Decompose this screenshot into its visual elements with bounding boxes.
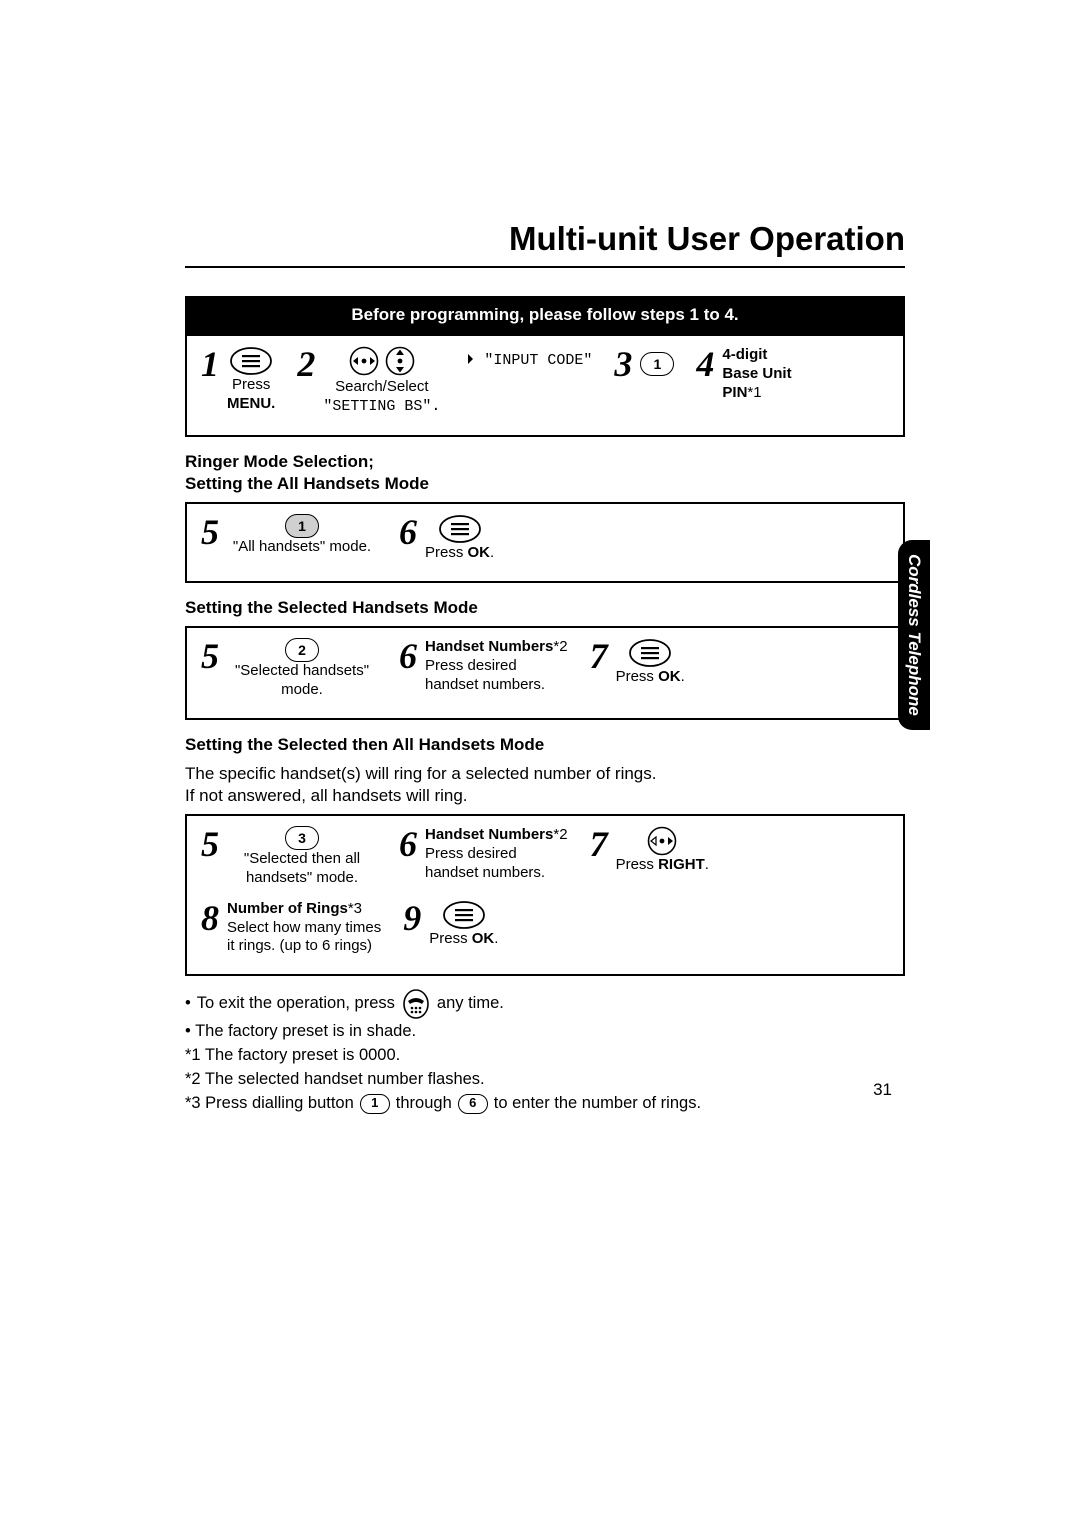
digit-1-icon: 1 [640, 352, 674, 376]
ok-icon [438, 514, 482, 544]
hangup-icon [401, 988, 431, 1020]
ok-icon [442, 900, 486, 930]
step-number: 7 [590, 826, 608, 862]
footnotes: • To exit the operation, press any time.… [185, 988, 905, 1116]
input-code-text: "INPUT CODE" [484, 352, 592, 369]
step-number: 5 [201, 826, 219, 862]
step-7: 7 Press OK. [590, 638, 685, 687]
step-caption: Handset Numbers*2 [425, 638, 568, 657]
footnote-2: *2 The selected handset number flashes. [185, 1068, 905, 1092]
step-number: 6 [399, 638, 417, 674]
step-6: 6 Handset Numbers*2 Press desired handse… [399, 638, 568, 694]
digit-1-icon: 1 [285, 514, 319, 538]
step-number: 1 [201, 346, 219, 382]
section-c-desc: The specific handset(s) will ring for a … [185, 763, 905, 809]
step-number: 5 [201, 638, 219, 674]
step-caption: Press OK. [425, 544, 494, 563]
step-6: 6 Press OK. [399, 514, 494, 563]
section-a-box: 5 1 "All handsets" mode. 6 Press OK. [185, 502, 905, 583]
step-number: 6 [399, 514, 417, 550]
nav-right-icon [647, 826, 677, 856]
page-number: 31 [873, 1080, 892, 1100]
section-b-heading: Setting the Selected Handsets Mode [185, 597, 905, 620]
footnote-3: *3 Press dialling button 1 through 6 to … [185, 1092, 905, 1116]
nav-lr-icon [349, 346, 379, 376]
title-rule [185, 266, 905, 268]
digit-3-icon: 3 [285, 826, 319, 850]
step-5: 5 2 "Selected handsets" mode. [201, 638, 377, 700]
nav-ud-icon [385, 346, 415, 376]
step-number: 9 [403, 900, 421, 936]
step-caption: Number of Rings*3 [227, 900, 362, 919]
section-b-box: 5 2 "Selected handsets" mode. 6 Handset … [185, 626, 905, 720]
step-number: 8 [201, 900, 219, 936]
section-c-heading: Setting the Selected then All Handsets M… [185, 734, 905, 757]
digit-2-icon: 2 [285, 638, 319, 662]
intro-box: 1 Press MENU. 2 Search [185, 334, 905, 437]
step-number: 5 [201, 514, 219, 550]
step-caption: Press OK. [429, 930, 498, 949]
step-5: 5 3 "Selected then all handsets" mode. [201, 826, 377, 888]
before-programming-banner: Before programming, please follow steps … [185, 296, 905, 334]
step-caption: Press desired handset numbers. [425, 657, 545, 695]
step-5: 5 1 "All handsets" mode. [201, 514, 377, 557]
arrow-icon [462, 352, 476, 366]
step-2-arrow-text: "INPUT CODE" [462, 352, 592, 369]
footnote-bullet: • The factory preset is in shade. [185, 1020, 905, 1044]
step-caption: Press desired handset numbers. [425, 845, 545, 883]
step-caption: Handset Numbers*2 [425, 826, 568, 845]
step-3: 3 1 [614, 346, 674, 382]
step-caption: Select how many times it rings. (up to 6… [227, 919, 381, 957]
page-title: Multi-unit User Operation [185, 220, 905, 258]
step-caption: 4-digit Base Unit PIN*1 [722, 346, 791, 402]
step-4: 4 4-digit Base Unit PIN*1 [696, 346, 791, 402]
step-number: 4 [696, 346, 714, 382]
side-tab: Cordless Telephone [898, 540, 930, 730]
step-9: 9 Press OK. [403, 900, 498, 949]
step-caption: "Selected then all handsets" mode. [244, 850, 360, 888]
step-8: 8 Number of Rings*3 Select how many time… [201, 900, 381, 956]
step-number: 6 [399, 826, 417, 862]
step-caption: Press OK. [616, 668, 685, 687]
digit-1-icon: 1 [360, 1094, 390, 1114]
section-c-box: 5 3 "Selected then all handsets" mode. 6… [185, 814, 905, 976]
step-number: 7 [590, 638, 608, 674]
step-caption: Press MENU. [227, 376, 275, 414]
step-caption: Press RIGHT. [616, 856, 709, 875]
section-a-heading: Ringer Mode Selection; Setting the All H… [185, 451, 905, 497]
step-6: 6 Handset Numbers*2 Press desired handse… [399, 826, 568, 882]
digit-6-icon: 6 [458, 1094, 488, 1114]
step-number: 2 [297, 346, 315, 382]
step-7: 7 Press RIGHT. [590, 826, 709, 875]
footnote-1: *1 The factory preset is 0000. [185, 1044, 905, 1068]
step-1: 1 Press MENU. [201, 346, 275, 414]
footnote-bullet: • To exit the operation, press any time. [185, 988, 905, 1020]
step-2: 2 Search/Select "SETTING BS". [297, 346, 440, 417]
step-caption: "Selected handsets" mode. [235, 662, 369, 700]
ok-icon [628, 638, 672, 668]
step-caption: "All handsets" mode. [233, 538, 371, 557]
step-number: 3 [614, 346, 632, 382]
menu-icon [229, 346, 273, 376]
step-caption: Search/Select "SETTING BS". [323, 378, 440, 417]
